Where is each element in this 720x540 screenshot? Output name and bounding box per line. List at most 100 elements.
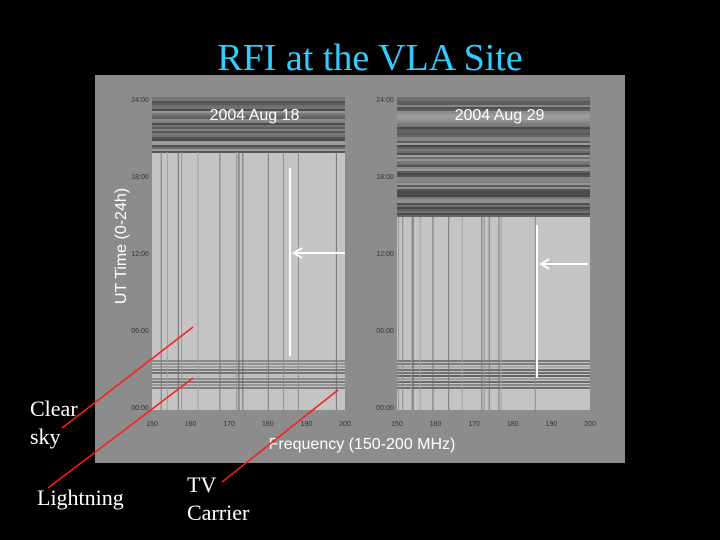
arrow-head — [292, 247, 303, 259]
annotation: Carrier — [187, 500, 250, 525]
texture — [397, 381, 590, 383]
texture — [397, 179, 590, 181]
texture — [152, 147, 345, 149]
y-axis-label: UT Time (0-24h) — [113, 188, 130, 304]
texture — [397, 127, 590, 129]
texture — [152, 375, 345, 377]
texture — [152, 115, 345, 117]
texture — [397, 213, 590, 215]
texture — [152, 121, 345, 123]
texture — [152, 366, 345, 368]
y-tick-label: 06:00 — [376, 328, 394, 335]
texture — [397, 171, 590, 173]
texture — [397, 143, 590, 145]
texture — [152, 369, 345, 371]
slide-title: RFI at the VLA Site — [217, 37, 522, 79]
texture — [152, 117, 345, 119]
annotation: Lightning — [37, 485, 124, 510]
x-tick-label: 160 — [430, 421, 442, 428]
y-tick-label: 06:00 — [131, 328, 149, 335]
texture — [397, 105, 590, 107]
texture — [397, 173, 590, 175]
texture — [397, 201, 590, 203]
texture — [397, 181, 590, 183]
texture — [397, 97, 590, 99]
texture — [397, 121, 590, 123]
texture — [397, 205, 590, 207]
texture — [397, 207, 590, 209]
texture — [152, 378, 345, 380]
x-tick-label: 150 — [146, 421, 158, 428]
texture — [152, 109, 345, 111]
texture — [397, 101, 590, 103]
x-axis-label: Frequency (150-200 MHz) — [269, 436, 456, 453]
texture — [397, 199, 590, 201]
texture — [397, 163, 590, 165]
texture — [152, 384, 345, 386]
texture — [397, 215, 590, 217]
texture — [397, 189, 590, 191]
x-tick-label: 190 — [301, 421, 313, 428]
texture — [397, 159, 590, 161]
texture — [397, 161, 590, 163]
texture — [397, 167, 590, 169]
texture — [397, 191, 590, 193]
texture — [397, 375, 590, 377]
pointer — [221, 389, 339, 483]
texture — [397, 387, 590, 389]
texture — [397, 107, 590, 109]
texture — [397, 185, 590, 187]
texture — [152, 129, 345, 131]
x-tick-label: 180 — [262, 421, 274, 428]
texture — [397, 169, 590, 171]
texture — [397, 111, 590, 113]
texture — [397, 151, 590, 153]
texture — [397, 147, 590, 149]
texture — [152, 372, 345, 374]
texture — [397, 363, 590, 365]
pointers — [47, 326, 339, 489]
texture — [397, 187, 590, 189]
texture — [397, 99, 590, 101]
texture — [397, 183, 590, 185]
y-tick-label: 12:00 — [131, 251, 149, 258]
texture — [152, 113, 345, 115]
spectrogram-panel: 2004 Aug 18 24:00 18:00 12:00 06:00 00:00 150 1… — [131, 97, 351, 428]
y-tick-label: 18:00 — [131, 174, 149, 181]
texture — [397, 131, 590, 133]
texture — [397, 133, 590, 135]
x-tick-label: 200 — [339, 421, 351, 428]
texture — [152, 133, 345, 135]
texture — [152, 360, 345, 362]
texture — [397, 372, 590, 374]
texture — [397, 117, 590, 119]
texture — [397, 177, 590, 179]
y-tick-label: 24:00 — [131, 97, 149, 104]
x-tick-label: 160 — [185, 421, 197, 428]
y-tick-label: 12:00 — [376, 251, 394, 258]
texture — [152, 143, 345, 145]
texture — [152, 363, 345, 365]
spectrogram-panel: 2004 Aug 29 24:00 18:00 12:00 06:00 00:00 150 1… — [376, 97, 596, 428]
texture — [152, 111, 345, 113]
texture — [397, 155, 590, 157]
y-tick-label: 18:00 — [376, 174, 394, 181]
texture — [397, 139, 590, 141]
texture — [152, 123, 345, 125]
pointer — [47, 377, 194, 489]
pointer — [61, 326, 194, 429]
texture — [152, 387, 345, 389]
texture — [397, 149, 590, 151]
texture — [397, 153, 590, 155]
texture — [152, 141, 345, 143]
texture — [152, 145, 345, 147]
x-tick-label: 200 — [584, 421, 596, 428]
y-tick-label: 00:00 — [131, 405, 149, 412]
texture — [152, 149, 345, 151]
texture — [397, 141, 590, 143]
annotation: TV — [187, 472, 216, 497]
texture — [397, 145, 590, 147]
texture — [152, 119, 345, 121]
x-tick-label: 170 — [468, 421, 480, 428]
